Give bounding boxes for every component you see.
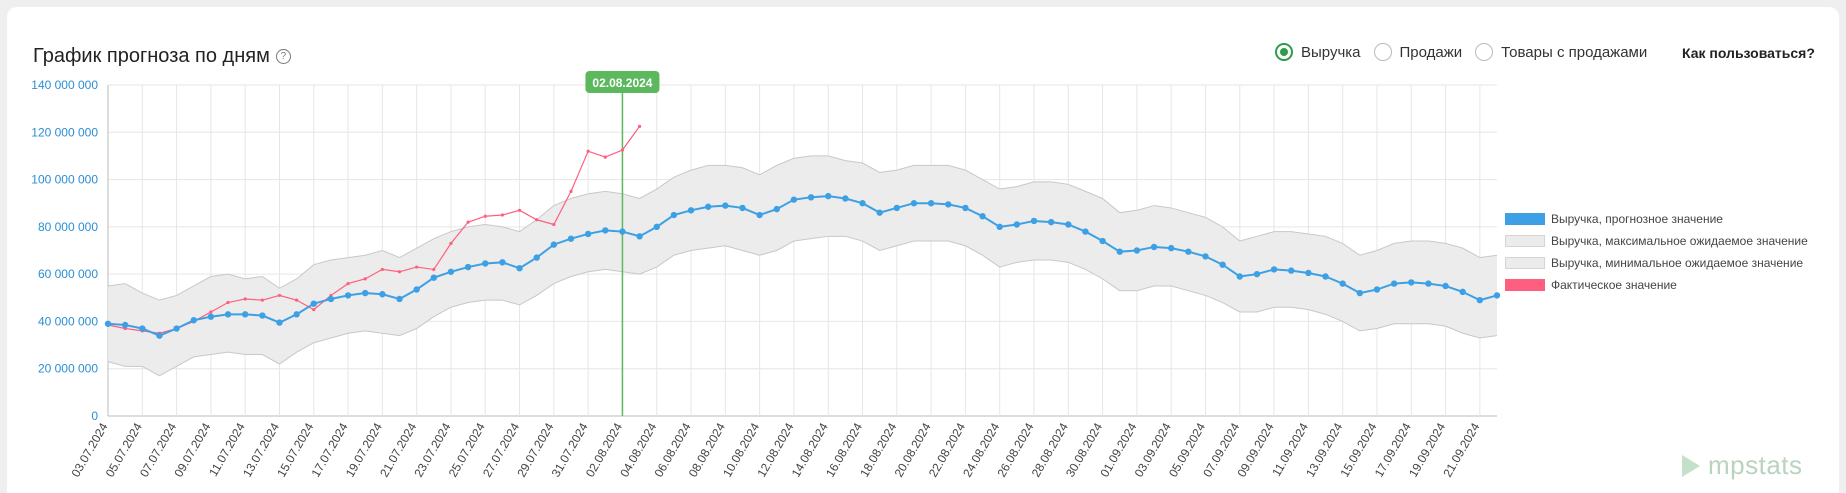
radio-empty-icon xyxy=(1475,43,1494,61)
radio-goods-with-sales[interactable]: Товары с продажами xyxy=(1475,43,1647,61)
radio-selected-icon xyxy=(1275,43,1293,61)
legend-label: Выручка, прогнозное значение xyxy=(1551,212,1723,226)
legend-label: Выручка, минимальное ожидаемое значение xyxy=(1551,256,1804,270)
legend-swatch-max xyxy=(1505,235,1545,247)
legend-swatch-min xyxy=(1505,257,1545,269)
radio-sales[interactable]: Продажи xyxy=(1373,43,1463,61)
radio-label: Продажи xyxy=(1399,43,1463,61)
how-to-use-link[interactable]: Как пользоваться? xyxy=(1682,45,1815,61)
legend-item-forecast[interactable]: Выручка, прогнозное значение xyxy=(1505,208,1808,230)
legend-item-min[interactable]: Выручка, минимальное ожидаемое значение xyxy=(1505,252,1808,274)
legend-item-actual[interactable]: Фактическое значение xyxy=(1505,274,1808,296)
page-title: График прогноза по дням xyxy=(33,45,270,67)
metric-radio-group: Выручка Продажи Товары с продажами xyxy=(1275,43,1660,61)
legend-label: Фактическое значение xyxy=(1551,278,1677,292)
logo-play-icon xyxy=(1682,454,1700,477)
radio-label: Выручка xyxy=(1301,43,1361,61)
mpstats-logo: mpstats xyxy=(1680,450,1803,481)
legend-label: Выручка, максимальное ожидаемое значение xyxy=(1551,234,1808,248)
radio-empty-icon xyxy=(1373,43,1392,61)
help-icon[interactable]: ? xyxy=(275,49,291,64)
title-row: График прогноза по дням ? xyxy=(33,45,291,68)
radio-revenue[interactable]: Выручка xyxy=(1275,43,1361,61)
chart-legend: Выручка, прогнозное значение Выручка, ма… xyxy=(1505,208,1808,296)
legend-swatch-actual xyxy=(1505,279,1545,291)
legend-item-max[interactable]: Выручка, максимальное ожидаемое значение xyxy=(1505,230,1808,252)
logo-text: mpstats xyxy=(1708,450,1803,480)
legend-swatch-forecast xyxy=(1505,213,1545,225)
radio-label: Товары с продажами xyxy=(1501,43,1648,61)
